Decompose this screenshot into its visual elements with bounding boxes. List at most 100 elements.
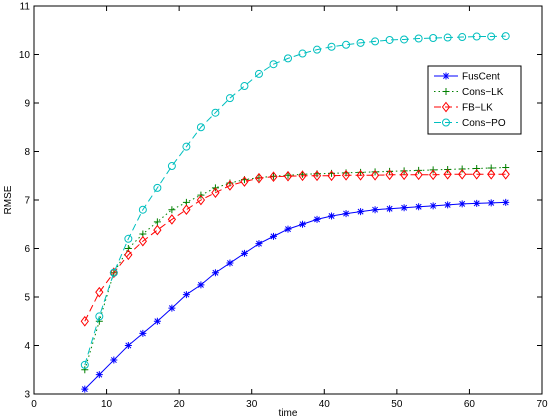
legend-box <box>427 65 522 135</box>
data-point-cons-po <box>472 32 481 41</box>
legend-swatch-marker <box>442 88 450 95</box>
data-point-cons-po <box>80 360 89 369</box>
data-point-cons-po <box>327 42 336 51</box>
data-point-fb-lk <box>167 214 177 225</box>
x-tick-label: 0 <box>31 399 37 410</box>
data-point-cons-po <box>211 108 220 117</box>
data-point-cons-po <box>342 40 351 49</box>
data-point-fb-lk <box>312 170 322 182</box>
data-point-cons-po <box>269 60 278 69</box>
data-point-fb-lk <box>109 267 118 279</box>
y-tick-label: 3 <box>24 390 30 401</box>
data-point-fb-lk <box>298 170 307 182</box>
legend-entry-fuscent: FusCent <box>434 72 500 83</box>
data-point-fuscent <box>226 259 234 267</box>
data-point-fuscent <box>139 329 147 337</box>
data-point-cons-po <box>225 94 234 103</box>
data-point-fuscent <box>415 203 423 211</box>
y-tick-label: 9 <box>24 99 30 110</box>
data-point-fuscent <box>197 281 205 289</box>
data-point-fuscent <box>284 225 292 233</box>
data-point-fb-lk <box>240 176 249 187</box>
legend: FusCent Cons−LK FB−LK Cons−PO <box>427 65 522 135</box>
legend-label: FusCent <box>462 72 500 83</box>
data-point-fuscent <box>255 240 263 248</box>
data-point-fuscent <box>81 385 89 393</box>
data-point-fb-lk <box>472 168 481 180</box>
data-point-cons-po <box>429 34 438 43</box>
data-point-fuscent <box>153 317 161 325</box>
data-point-fuscent <box>95 371 103 379</box>
data-point-cons-po <box>487 32 496 41</box>
data-point-fuscent <box>168 304 176 312</box>
data-point-cons-po <box>95 312 104 321</box>
data-point-fuscent <box>444 201 452 209</box>
data-point-fb-lk <box>138 235 147 247</box>
x-tick-label: 60 <box>464 399 476 410</box>
data-point-cons-po <box>109 268 118 277</box>
data-point-fb-lk <box>153 224 162 236</box>
series-fb-lk <box>80 168 510 327</box>
data-point-fb-lk <box>196 194 206 206</box>
data-point-cons-lk <box>168 206 176 214</box>
data-point-fuscent <box>458 200 466 208</box>
x-tick-label: 10 <box>101 399 113 410</box>
data-point-cons-po <box>356 38 365 47</box>
data-point-cons-lk <box>458 165 466 173</box>
data-point-cons-po <box>196 123 205 132</box>
data-point-fb-lk <box>414 169 423 181</box>
data-point-fuscent <box>371 206 379 214</box>
data-point-cons-po <box>501 32 510 41</box>
data-point-cons-po <box>414 34 423 43</box>
data-point-cons-po <box>371 37 380 46</box>
data-point-fb-lk <box>458 168 467 180</box>
legend-label: Cons−LK <box>462 87 504 98</box>
legend-entry-fb-lk: FB−LK <box>434 101 493 114</box>
y-tick-label: 5 <box>24 293 30 304</box>
data-point-fb-lk <box>341 169 351 181</box>
series-fuscent <box>81 198 510 393</box>
x-tick-label: 70 <box>536 399 548 410</box>
data-point-fuscent <box>487 199 495 207</box>
data-point-cons-po <box>400 35 409 44</box>
data-point-fb-lk <box>385 169 394 181</box>
data-point-fuscent <box>328 212 336 220</box>
data-point-cons-po <box>313 45 322 54</box>
data-point-fuscent <box>502 198 510 206</box>
data-point-cons-po <box>385 35 394 44</box>
data-point-fb-lk <box>283 170 293 182</box>
data-point-cons-po <box>124 234 133 243</box>
data-point-cons-po <box>153 183 162 192</box>
data-point-fuscent <box>429 202 437 210</box>
data-point-cons-po <box>458 33 467 42</box>
data-point-fuscent <box>357 208 365 216</box>
data-point-fb-lk <box>501 168 510 180</box>
series-cons-po <box>80 32 510 369</box>
data-point-fuscent <box>110 356 118 364</box>
y-tick-label: 8 <box>24 147 30 158</box>
data-point-fb-lk <box>211 187 220 199</box>
legend-swatch-marker <box>441 101 451 113</box>
x-tick-label: 30 <box>246 399 258 410</box>
data-point-cons-po <box>138 205 147 214</box>
y-tick-label: 6 <box>24 244 30 255</box>
data-point-fb-lk <box>327 170 336 182</box>
plot-area <box>33 5 543 395</box>
data-point-fb-lk <box>182 204 191 216</box>
data-point-fb-lk <box>95 286 104 298</box>
data-point-cons-lk <box>473 164 481 172</box>
data-point-fuscent <box>211 269 219 277</box>
data-point-fuscent <box>182 291 190 299</box>
data-point-fuscent <box>342 210 350 218</box>
data-point-fb-lk <box>124 249 133 261</box>
data-point-fb-lk <box>429 169 438 181</box>
data-point-fb-lk <box>80 315 89 327</box>
data-point-fb-lk <box>487 168 496 180</box>
data-point-fuscent <box>269 232 277 240</box>
data-point-fb-lk <box>225 180 235 191</box>
data-point-fuscent <box>400 204 408 212</box>
data-point-fb-lk <box>399 169 409 181</box>
data-point-fuscent <box>124 342 132 349</box>
legend-label: Cons−PO <box>462 118 506 129</box>
